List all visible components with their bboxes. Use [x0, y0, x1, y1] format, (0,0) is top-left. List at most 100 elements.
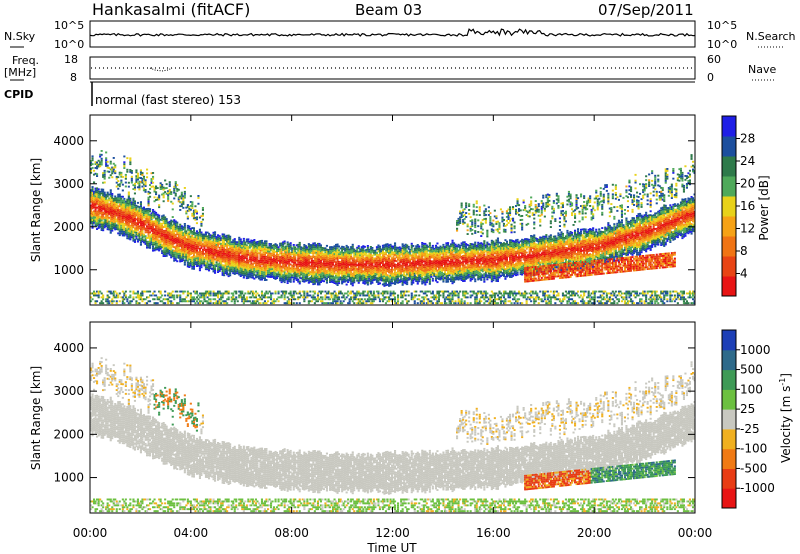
- power-cell: [230, 270, 233, 273]
- power-cell: [342, 273, 345, 276]
- power-cell: [276, 244, 279, 247]
- power-cell: [356, 256, 359, 259]
- power-cell: [162, 298, 165, 301]
- power-cell: [359, 250, 362, 253]
- power-cell: [197, 233, 200, 236]
- power-cell: [329, 271, 332, 274]
- power-cell: [124, 173, 127, 176]
- power-cell: [271, 302, 274, 305]
- power-cell: [198, 267, 201, 270]
- power-cell: [236, 251, 239, 253]
- power-cell: [108, 228, 111, 231]
- power-cell: [109, 174, 112, 177]
- power-cell: [285, 268, 288, 271]
- power-cell: [114, 201, 117, 204]
- power-cell: [332, 298, 335, 301]
- power-cell: [197, 231, 200, 234]
- power-cell: [230, 292, 233, 295]
- power-cell: [165, 231, 168, 234]
- power-cell: [186, 234, 189, 237]
- power-cell: [344, 263, 347, 266]
- power-cell: [362, 282, 365, 284]
- power-cell: [262, 253, 265, 256]
- power-cell: [329, 275, 332, 278]
- power-cell: [170, 193, 173, 195]
- power-cell: [164, 247, 167, 250]
- power-cell: [209, 290, 212, 293]
- power-cell: [123, 205, 126, 208]
- power-cell: [129, 159, 132, 162]
- power-cell: [203, 260, 206, 263]
- power-cell: [229, 253, 232, 255]
- power-cell: [304, 250, 307, 253]
- power-cell: [354, 259, 357, 262]
- power-cell: [307, 250, 310, 253]
- power-cell: [208, 240, 211, 243]
- power-cell: [99, 204, 102, 207]
- power-cell: [307, 247, 310, 249]
- power-cell: [118, 193, 121, 196]
- power-cell: [173, 298, 176, 301]
- power-cell: [297, 245, 300, 248]
- power-cell: [211, 246, 214, 249]
- power-cell: [384, 272, 387, 275]
- power-cell: [301, 266, 304, 269]
- power-cell: [347, 261, 350, 264]
- power-cell: [94, 201, 97, 204]
- power-cell: [259, 278, 262, 281]
- power-cell: [206, 256, 209, 259]
- power-cell: [170, 239, 173, 241]
- power-cell: [357, 247, 360, 249]
- power-cell: [192, 233, 195, 235]
- power-cell: [384, 259, 387, 261]
- power-cell: [180, 258, 183, 260]
- power-cell: [215, 241, 218, 244]
- power-cell: [235, 292, 238, 295]
- power-cell: [245, 255, 248, 258]
- power-cell: [283, 294, 286, 297]
- power-cell: [319, 244, 322, 247]
- power-cell: [336, 284, 339, 286]
- power-cell: [291, 251, 294, 254]
- power-cell: [322, 259, 325, 261]
- power-cell: [159, 234, 162, 237]
- power-cell: [333, 245, 336, 248]
- power-cell: [350, 296, 353, 299]
- power-cell: [241, 241, 244, 244]
- power-cell: [357, 254, 360, 257]
- power-cell: [363, 267, 366, 270]
- power-cell: [135, 212, 138, 215]
- power-cell: [244, 268, 247, 271]
- power-cell: [304, 268, 307, 271]
- power-cell: [195, 292, 198, 295]
- power-cell: [96, 193, 99, 196]
- power-cell: [274, 260, 277, 263]
- power-cell: [276, 263, 279, 266]
- power-cell: [180, 203, 183, 206]
- power-cell: [262, 275, 265, 277]
- power-cell: [351, 272, 354, 275]
- power-cell: [195, 210, 198, 213]
- power-cell: [162, 222, 165, 225]
- power-cell: [256, 272, 259, 274]
- power-cell: [313, 255, 316, 258]
- power-cell: [409, 258, 412, 261]
- power-cell: [338, 249, 341, 252]
- power-cell: [280, 296, 283, 299]
- power-cell: [319, 269, 322, 272]
- power-cell: [366, 246, 369, 249]
- power-cell: [356, 258, 359, 261]
- power-cell: [138, 231, 141, 234]
- power-cell: [395, 260, 398, 263]
- power-cell: [354, 292, 357, 295]
- power-cell: [294, 275, 297, 278]
- power-cell: [306, 277, 309, 280]
- power-cell: [375, 255, 378, 258]
- power-cell: [153, 216, 156, 219]
- power-cell: [251, 272, 254, 275]
- power-cell: [227, 296, 230, 299]
- power-cell: [105, 213, 108, 216]
- power-cell: [325, 277, 328, 280]
- power-cell: [330, 248, 333, 250]
- power-cell: [259, 245, 262, 248]
